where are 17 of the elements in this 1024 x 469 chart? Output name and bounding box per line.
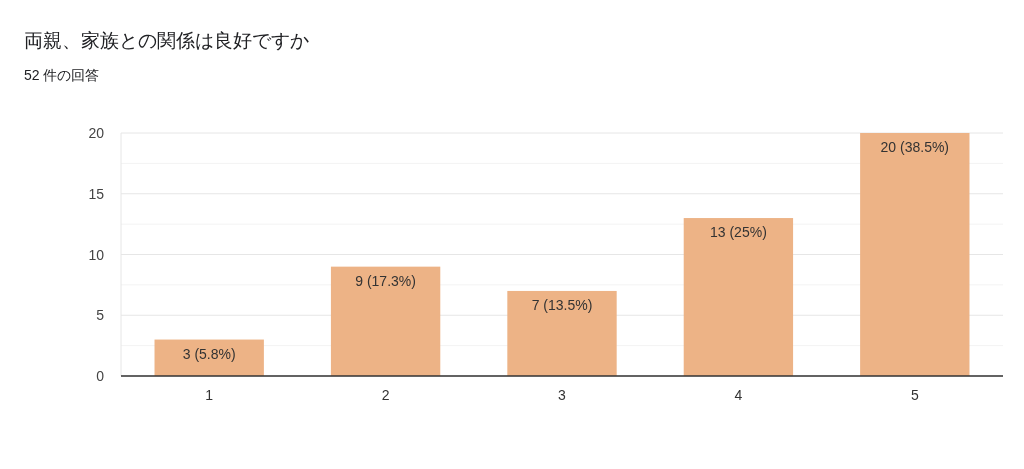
- subtitle: 52 件の回答: [24, 67, 100, 83]
- data-label: 9 (17.3%): [355, 272, 416, 289]
- title: 両親、家族との関係は良好ですか: [24, 30, 309, 51]
- x-tick-label: 4: [734, 387, 743, 403]
- data-label: 7 (13.5%): [531, 296, 593, 313]
- data-label: 20 (38.5%): [880, 139, 950, 155]
- x-tick-label: 5: [910, 387, 919, 403]
- data-label: 13 (25%): [709, 224, 767, 241]
- x-tick-label: 1: [205, 387, 214, 403]
- y-tick-label: 15: [88, 185, 105, 202]
- y-tick-label: 10: [88, 246, 105, 263]
- y-tick-label: 5: [96, 307, 105, 324]
- x-tick-label: 3: [558, 387, 567, 403]
- y-tick-label: 20: [88, 125, 105, 141]
- y-tick-label: 0: [96, 368, 105, 384]
- data-label: 3 (5.8%): [182, 345, 236, 362]
- x-tick-label: 2: [381, 387, 390, 403]
